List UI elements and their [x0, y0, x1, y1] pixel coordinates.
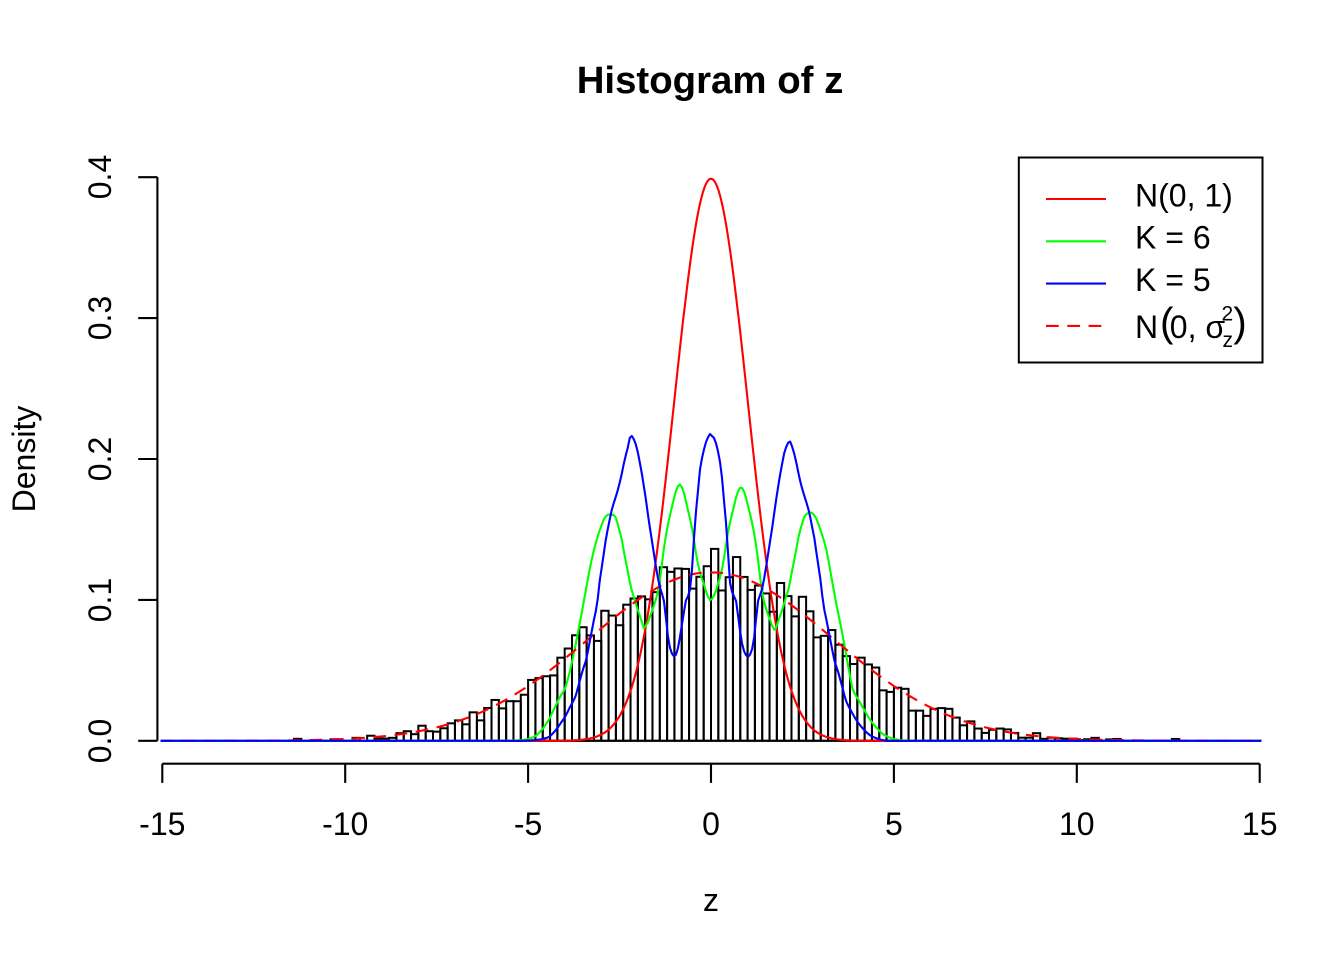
svg-text:0.3: 0.3 [82, 296, 118, 340]
svg-text:K = 6: K = 6 [1135, 220, 1211, 256]
svg-text:0.0: 0.0 [82, 719, 118, 763]
svg-text:0.4: 0.4 [82, 155, 118, 199]
svg-text:5: 5 [885, 806, 903, 842]
svg-text:10: 10 [1059, 806, 1095, 842]
svg-text:K = 5: K = 5 [1135, 262, 1211, 298]
svg-text:15: 15 [1242, 806, 1278, 842]
svg-text:(: ( [1160, 299, 1174, 345]
svg-text:0, σ: 0, σ [1170, 309, 1226, 345]
svg-text:-10: -10 [322, 806, 368, 842]
svg-text:Density: Density [6, 406, 42, 513]
svg-text:0: 0 [702, 806, 720, 842]
svg-text:2: 2 [1222, 303, 1234, 326]
svg-text:0.2: 0.2 [82, 437, 118, 481]
svg-text:Histogram of z: Histogram of z [577, 59, 844, 102]
svg-text:z: z [1223, 329, 1234, 352]
svg-text:N(0, 1): N(0, 1) [1135, 177, 1233, 213]
svg-text:-15: -15 [139, 806, 185, 842]
svg-text:z: z [703, 882, 719, 918]
svg-text:N: N [1135, 309, 1158, 345]
svg-text:0.1: 0.1 [82, 578, 118, 622]
svg-text:-5: -5 [514, 806, 542, 842]
svg-text:): ) [1233, 299, 1247, 345]
